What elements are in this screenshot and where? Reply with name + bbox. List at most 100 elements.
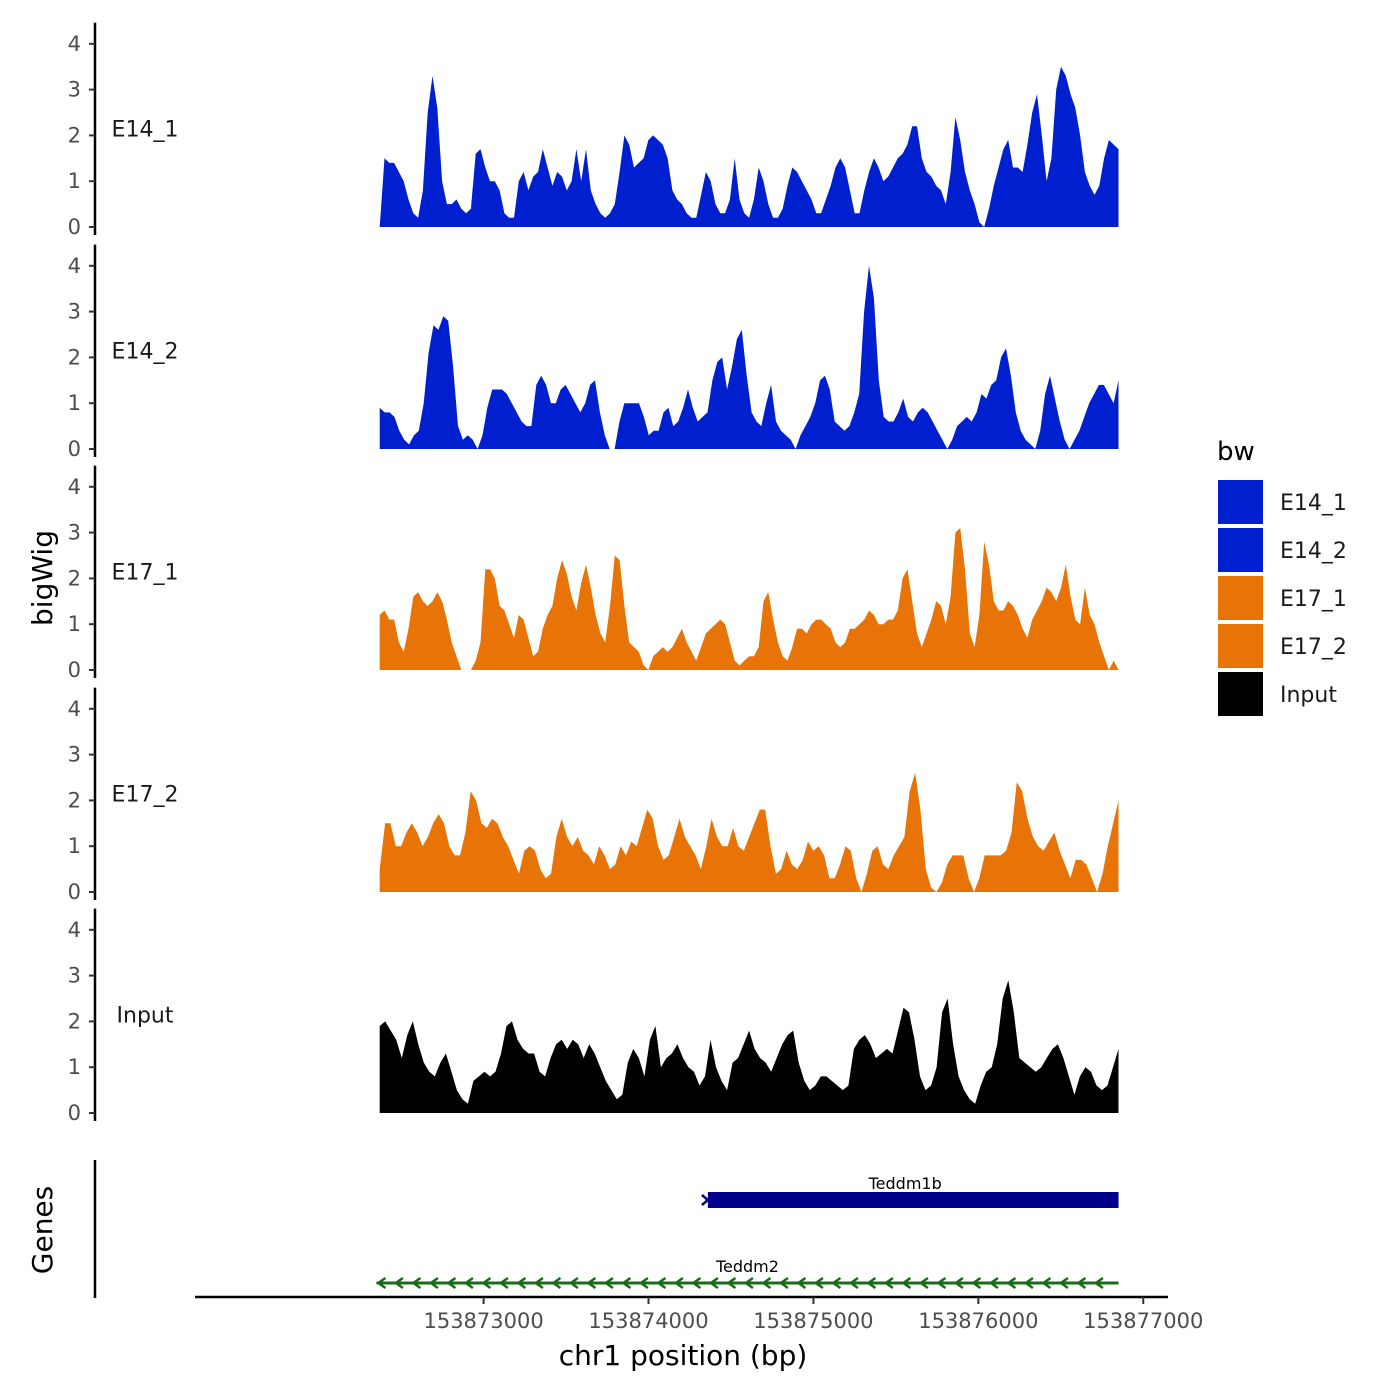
gene-strand-arrow xyxy=(428,1276,439,1290)
gene-strand-arrow xyxy=(1076,1276,1087,1290)
gene-strand-arrow xyxy=(936,1276,947,1290)
y-tick-label: 0 xyxy=(68,880,81,904)
gene-strand-arrow xyxy=(393,1276,404,1290)
y-tick-label: 1 xyxy=(68,391,81,415)
track-label-E14_2: E14_2 xyxy=(112,339,179,364)
y-tick-label: 2 xyxy=(68,788,81,812)
gene-strand-arrow xyxy=(701,1194,710,1206)
track-label-E17_2: E17_2 xyxy=(112,782,179,807)
y-tick-label: 1 xyxy=(68,169,81,193)
gene-strand-arrow xyxy=(1093,1276,1104,1290)
y-tick-label: 4 xyxy=(68,918,81,942)
gene-strand-arrow xyxy=(971,1276,982,1290)
track-Input: 0 1 2 3 4 Input xyxy=(68,908,1119,1125)
track-E17_2: 0 1 2 3 4 E17_2 xyxy=(68,687,1119,904)
gene-strand-arrow xyxy=(1006,1276,1017,1290)
legend-label-E14_1: E14_1 xyxy=(1280,491,1347,516)
x-tick-label: 153873000 xyxy=(423,1309,543,1333)
signal-area-E17_2 xyxy=(379,772,1119,892)
gene-strand-arrow xyxy=(831,1276,842,1290)
gene-strand-arrow xyxy=(568,1276,579,1290)
y-tick-label: 4 xyxy=(68,32,81,56)
gene-strand-arrow xyxy=(866,1276,877,1290)
signal-area-Input xyxy=(379,980,1119,1113)
legend-swatch-E17_2 xyxy=(1218,624,1263,668)
gene-strand-arrow xyxy=(673,1276,684,1290)
gene-strand-arrow xyxy=(761,1276,772,1290)
legend: bw E14_1 E14_2 E17_1 E17_2 Input xyxy=(1217,437,1347,716)
signal-area-E14_1 xyxy=(379,66,1119,227)
gene-Teddm1b: Teddm1b xyxy=(701,1174,1119,1208)
y-tick-label: 0 xyxy=(68,215,81,239)
gene-strand-arrow xyxy=(953,1276,964,1290)
gene-strand-arrow xyxy=(516,1276,527,1290)
gene-strand-arrow xyxy=(481,1276,492,1290)
x-tick-label: 153876000 xyxy=(918,1309,1038,1333)
gene-label: Teddm2 xyxy=(715,1257,779,1276)
y-tick-label: 2 xyxy=(68,345,81,369)
x-tick-label: 153877000 xyxy=(1083,1309,1203,1333)
x-tick-label: 153874000 xyxy=(588,1309,708,1333)
y-tick-label: 2 xyxy=(68,123,81,147)
gene-Teddm2: Teddm2 xyxy=(376,1257,1119,1290)
legend-swatch-Input xyxy=(1218,672,1263,716)
gene-strand-arrow xyxy=(533,1276,544,1290)
legend-label-E17_2: E17_2 xyxy=(1280,635,1347,660)
y-tick-label: 4 xyxy=(68,475,81,499)
legend-swatch-E14_2 xyxy=(1218,528,1263,572)
y-tick-label: 3 xyxy=(68,743,81,767)
gene-strand-arrow xyxy=(376,1276,387,1290)
genes-panel: Teddm1b Teddm2 xyxy=(93,1160,1119,1298)
y-axis-title: bigWig xyxy=(26,530,59,626)
legend-label-E17_1: E17_1 xyxy=(1280,587,1347,612)
gene-strand-arrow xyxy=(411,1276,422,1290)
gene-body xyxy=(707,1192,1119,1208)
gene-strand-arrow xyxy=(813,1276,824,1290)
x-axis: 153873000 153874000 153875000 153876000 1538… xyxy=(195,1295,1203,1333)
legend-title: bw xyxy=(1217,437,1255,467)
track-E14_2: 0 1 2 3 4 E14_2 xyxy=(68,244,1119,461)
legend-label-E14_2: E14_2 xyxy=(1280,539,1347,564)
gene-strand-arrow xyxy=(796,1276,807,1290)
y-tick-label: 3 xyxy=(68,964,81,988)
gene-strand-arrow xyxy=(691,1276,702,1290)
gene-strand-arrow xyxy=(638,1276,649,1290)
x-tick-label: 153875000 xyxy=(753,1309,873,1333)
y-tick-label: 0 xyxy=(68,437,81,461)
legend-label-Input: Input xyxy=(1280,683,1337,708)
signal-area-E17_1 xyxy=(379,528,1119,670)
track-E17_1: 0 1 2 3 4 E17_1 xyxy=(68,465,1119,682)
gene-strand-arrow xyxy=(551,1276,562,1290)
y-tick-label: 1 xyxy=(68,1055,81,1079)
gene-strand-arrow xyxy=(901,1276,912,1290)
gene-strand-arrow xyxy=(656,1276,667,1290)
genes-axis-title: Genes xyxy=(26,1186,59,1274)
gene-strand-arrow xyxy=(883,1276,894,1290)
track-label-E14_1: E14_1 xyxy=(112,117,179,142)
gene-strand-arrow xyxy=(621,1276,632,1290)
track-label-Input: Input xyxy=(117,1003,174,1028)
gene-strand-arrow xyxy=(743,1276,754,1290)
gene-strand-arrow xyxy=(778,1276,789,1290)
y-tick-label: 0 xyxy=(68,1101,81,1125)
y-tick-label: 3 xyxy=(68,78,81,102)
y-tick-label: 4 xyxy=(68,254,81,278)
gene-strand-arrow xyxy=(586,1276,597,1290)
legend-swatch-E14_1 xyxy=(1218,480,1263,524)
x-axis-title: chr1 position (bp) xyxy=(559,1339,808,1372)
y-tick-label: 3 xyxy=(68,521,81,545)
gene-strand-arrow xyxy=(918,1276,929,1290)
signal-tracks: 0 1 2 3 4 E14_1 0 1 2 3 4 E14_2 0 1 2 3 4 E17_1 0 1 2 3 4 E17_2… xyxy=(68,22,1119,1125)
gene-strand-arrow xyxy=(498,1276,509,1290)
y-tick-label: 1 xyxy=(68,834,81,858)
y-tick-label: 1 xyxy=(68,612,81,636)
y-tick-label: 2 xyxy=(68,566,81,590)
gene-strand-arrow xyxy=(848,1276,859,1290)
gene-strand-arrow xyxy=(1058,1276,1069,1290)
gene-strand-arrow xyxy=(446,1276,457,1290)
gene-strand-arrow xyxy=(726,1276,737,1290)
track-label-E17_1: E17_1 xyxy=(112,560,179,585)
gene-strand-arrow xyxy=(1041,1276,1052,1290)
